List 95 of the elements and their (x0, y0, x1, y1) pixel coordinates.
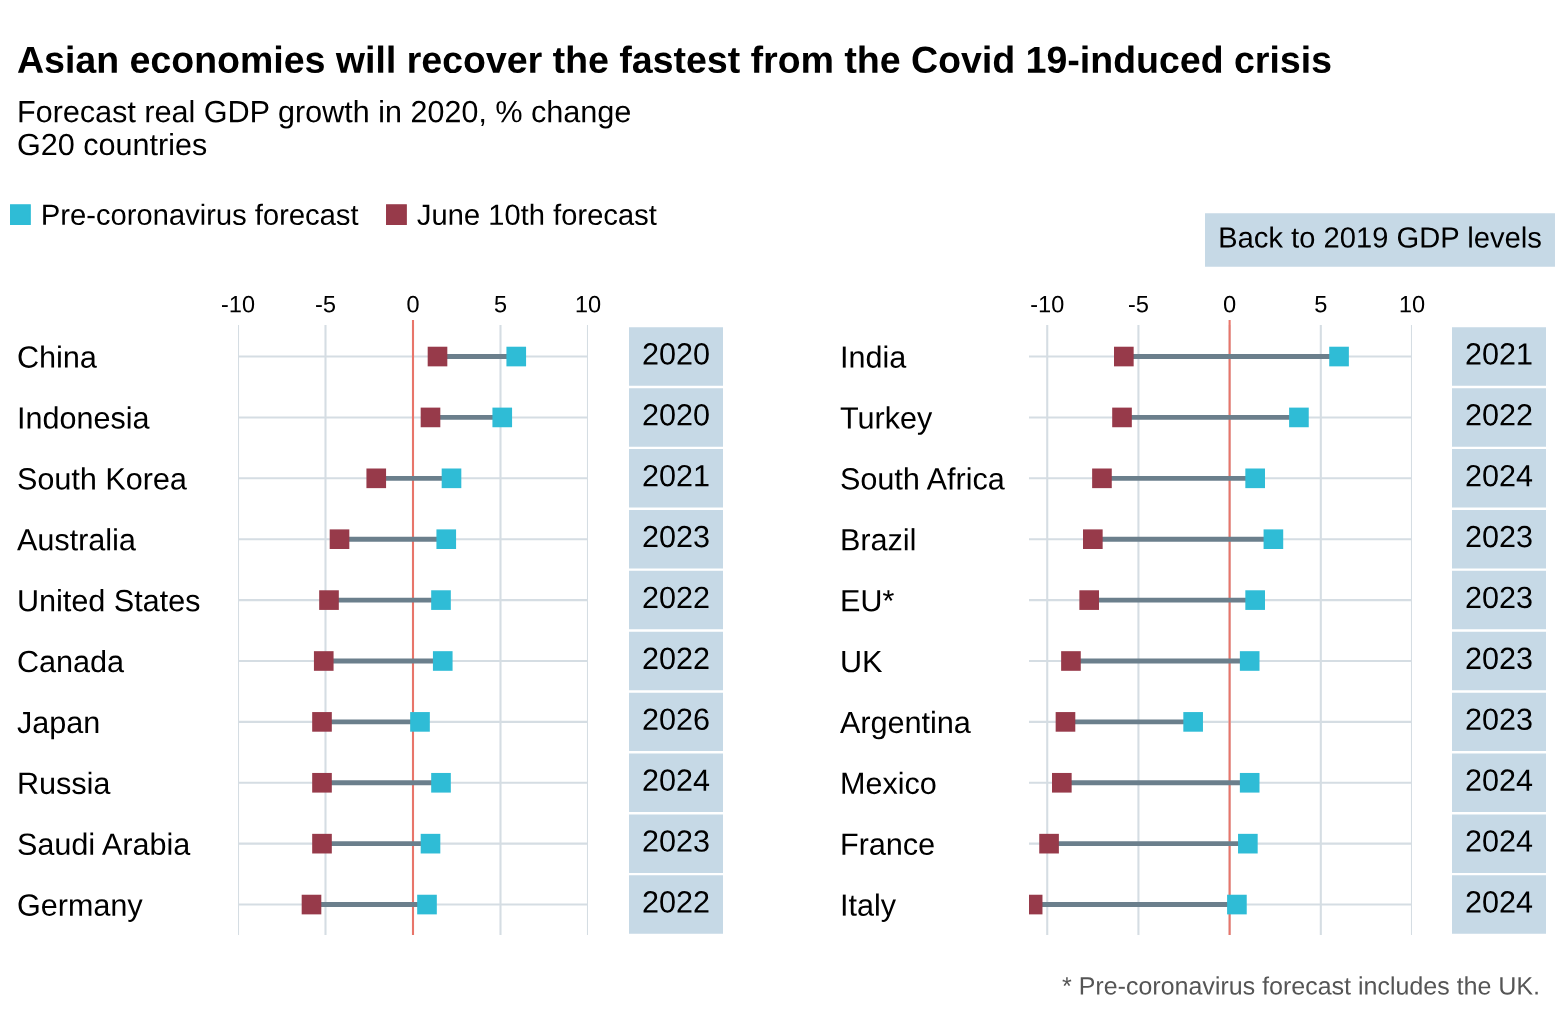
y-tick-label: EU* (842, 590, 894, 612)
point (312, 712, 332, 732)
point (431, 772, 451, 793)
point (312, 833, 332, 854)
y-tick-label: Russia (19, 771, 111, 795)
text: 2022 (643, 647, 709, 670)
point (420, 833, 441, 854)
text: 2024 (1466, 464, 1533, 487)
point (420, 407, 441, 428)
y-tick-label: Argentina (840, 710, 971, 740)
point (432, 651, 453, 671)
text: 2024 (1466, 891, 1533, 913)
x-tick-label: 0 (407, 295, 419, 313)
text: 2023 (1466, 525, 1532, 548)
text: * Pre-coronavirus forecast includes the UK. (1062, 976, 1538, 995)
point (1263, 529, 1284, 550)
x-tick-label: 5 (494, 296, 507, 313)
point (1239, 651, 1260, 671)
point (436, 529, 457, 550)
point (1239, 772, 1260, 793)
point (329, 529, 350, 550)
y-tick-label: Brazil (842, 528, 915, 551)
text: 2023 (1466, 647, 1532, 670)
point (312, 772, 332, 793)
text: 2023 (643, 830, 709, 852)
text: 2022 (1466, 403, 1532, 426)
point (1039, 833, 1059, 854)
point (492, 407, 513, 428)
y-tick-label: Japan (17, 711, 99, 740)
point (1227, 894, 1247, 915)
point (431, 590, 451, 610)
point (1245, 590, 1265, 610)
point (1114, 346, 1134, 367)
text: 2021 (1466, 343, 1532, 365)
text: Asian economies will recover the fastest from the Covid 19-induced crisis (17, 45, 1331, 74)
x-tick-label: -10 (1031, 295, 1064, 313)
x-tick-label: -10 (221, 295, 255, 313)
text: 2022 (643, 891, 709, 913)
x-tick-label: -5 (316, 296, 336, 313)
text: 2023 (1466, 708, 1532, 731)
point (427, 346, 448, 367)
point (319, 590, 339, 610)
point (1245, 468, 1265, 489)
point (410, 712, 430, 732)
point (1052, 772, 1072, 793)
point (1183, 712, 1203, 732)
point (1289, 407, 1309, 428)
text: 2023 (1466, 586, 1532, 609)
point (417, 894, 437, 915)
text: 2026 (643, 708, 709, 731)
text: 2024 (1466, 769, 1533, 791)
y-tick-label: United States (19, 589, 200, 612)
x-tick-label: -5 (1128, 296, 1148, 313)
text: 2024 (643, 769, 710, 791)
x-tick-label: 0 (1223, 295, 1236, 313)
y-tick-label: South Africa (841, 467, 1005, 490)
legend-label: June 10th forecast (417, 203, 657, 226)
y-tick-label: India (842, 345, 907, 368)
point (1055, 712, 1076, 732)
y-tick-label: Indonesia (19, 406, 150, 429)
y-tick-label: Saudi Arabia (18, 832, 191, 856)
text: 2023 (643, 525, 709, 548)
legend-label: Pre-coronavirus forecast (43, 203, 359, 226)
x-tick-label: 5 (1315, 296, 1327, 313)
point (506, 346, 527, 367)
point (1329, 346, 1349, 367)
y-tick-label: Turkey (840, 406, 933, 435)
point (1061, 651, 1081, 671)
y-tick-label: Mexico (842, 771, 936, 795)
text: 2020 (643, 343, 709, 365)
point (441, 468, 462, 489)
text: Back to 2019 GDP levels (1220, 226, 1541, 248)
point (1083, 529, 1103, 550)
y-tick-label: China (18, 345, 97, 368)
x-tick-label: 10 (1400, 295, 1425, 313)
y-tick-label: UK (842, 651, 883, 673)
text: 2020 (643, 403, 709, 426)
point (1092, 468, 1112, 489)
point (1079, 590, 1100, 610)
point (301, 894, 322, 915)
y-tick-label: South Korea (18, 467, 187, 490)
point (313, 651, 334, 671)
x-tick-label: 10 (576, 295, 601, 313)
chart-subtitle: Forecast real GDP growth in 2020, % change G20 countries (18, 100, 630, 156)
y-tick-label: France (842, 833, 934, 856)
text: 2022 (643, 586, 709, 609)
point (1238, 833, 1258, 854)
text: 2021 (643, 464, 709, 487)
point (1112, 407, 1132, 428)
point (366, 468, 387, 489)
y-tick-label: Italy (842, 893, 896, 922)
text: 2024 (1466, 830, 1533, 852)
y-tick-label: Canada (18, 649, 125, 673)
y-tick-label: Germany (18, 894, 143, 922)
y-tick-label: Australia (17, 528, 136, 551)
